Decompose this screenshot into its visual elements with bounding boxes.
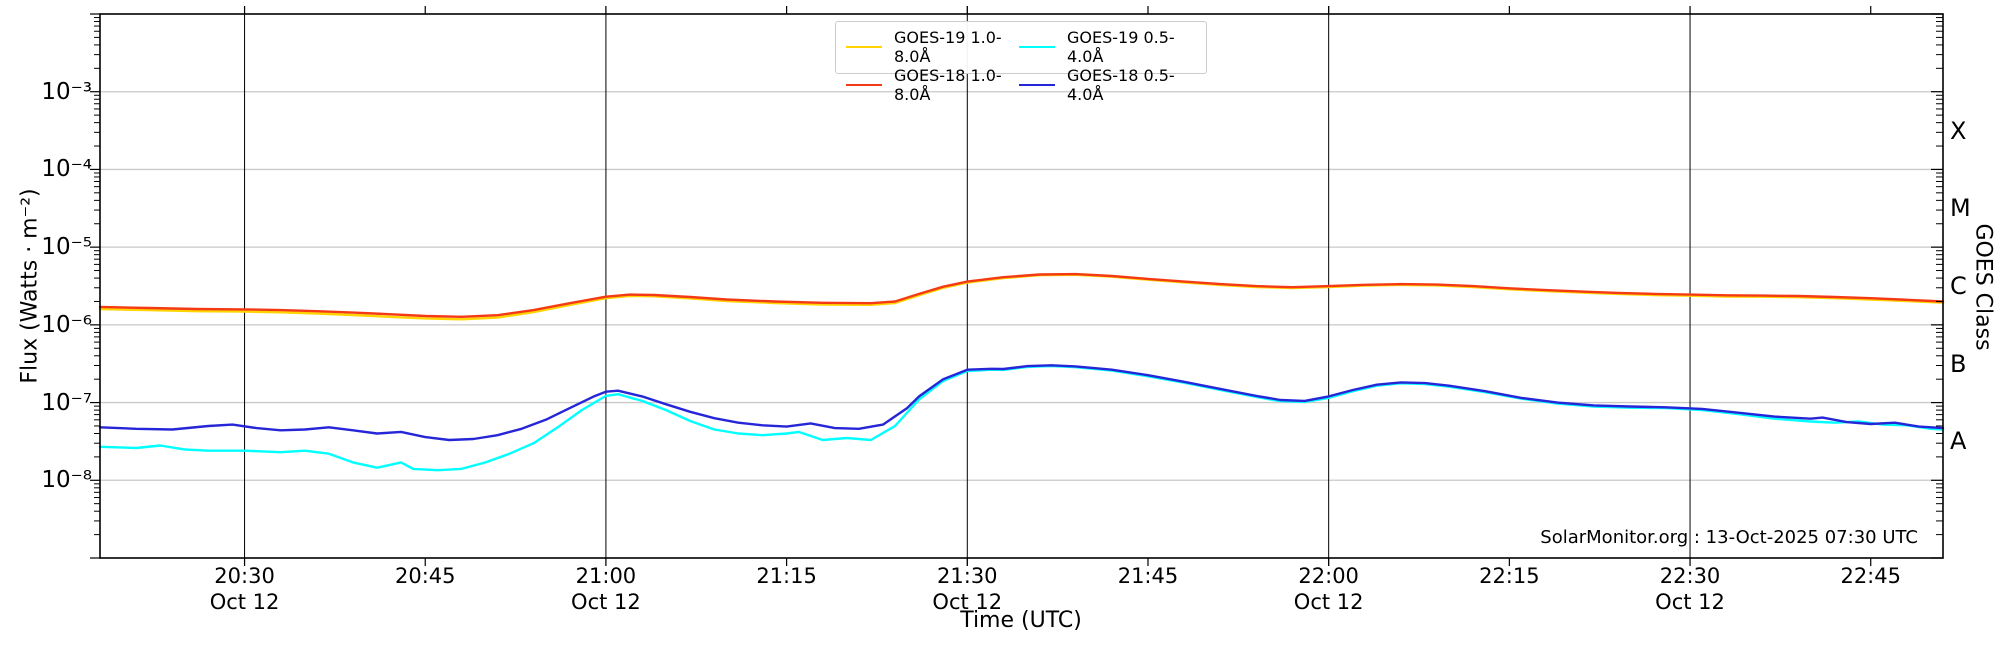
plot-frame — [99, 13, 1944, 559]
legend-entry: GOES-19 0.5-4.0Å — [1019, 28, 1192, 66]
legend-label: GOES-18 1.0-8.0Å — [894, 66, 1002, 104]
y-tick-label: 10⁻⁴ — [41, 156, 92, 183]
goes-class-letter: M — [1950, 194, 1971, 223]
legend-line-swatch — [1019, 46, 1055, 48]
y-tick-label: 10⁻⁸ — [41, 467, 92, 494]
y-tick-label: 10⁻³ — [41, 78, 92, 105]
solarmonitor-credit: SolarMonitor.org : 13-Oct-2025 07:30 UTC — [1540, 527, 1918, 548]
right-axis-title: GOES Class — [1970, 223, 1996, 351]
x-tick-label: 20:30 — [214, 564, 275, 588]
legend-label: GOES-19 1.0-8.0Å — [894, 28, 1002, 66]
x-tick-label: 22:30 — [1659, 564, 1721, 588]
legend-line-swatch — [846, 46, 882, 48]
goes-class-letter: X — [1950, 116, 1967, 145]
x-tick-label: 21:30 — [937, 564, 998, 588]
series-line-3 — [98, 364, 1945, 442]
x-tick-label: 21:45 — [1117, 564, 1179, 588]
legend-line-swatch — [846, 84, 882, 86]
x-tick-label: 22:00 — [1298, 564, 1359, 588]
legend-label: GOES-18 0.5-4.0Å — [1067, 66, 1175, 104]
y-tick-label: 10⁻⁶ — [41, 311, 92, 338]
legend-entry: GOES-18 1.0-8.0Å — [846, 66, 1019, 104]
x-tick-label: 22:15 — [1479, 564, 1540, 588]
series-line-1 — [98, 272, 1945, 318]
x-tick-date-label: Oct 12 — [209, 590, 280, 614]
x-tick-date-label: Oct 12 — [932, 590, 1003, 614]
series-line-2 — [98, 364, 1945, 472]
goes-class-letter: C — [1950, 272, 1967, 300]
goes-class-letter: A — [1950, 427, 1967, 456]
y-axis-title: Flux (Watts · m⁻²) — [17, 188, 43, 384]
x-tick-label: 21:15 — [756, 564, 817, 588]
x-tick-date-label: Oct 12 — [1655, 590, 1725, 614]
y-tick-label: 10⁻⁵ — [41, 234, 92, 261]
legend-label: GOES-19 0.5-4.0Å — [1067, 28, 1175, 66]
x-tick-label: 20:45 — [394, 564, 456, 588]
x-tick-date-label: Oct 12 — [1293, 590, 1364, 614]
goes-class-letter: B — [1950, 349, 1967, 378]
x-axis-title: Time (UTC) — [960, 608, 1082, 633]
legend: GOES-19 1.0-8.0Å GOES-18 1.0-8.0Å GOES-19 … — [835, 21, 1207, 104]
legend-line-swatch — [1019, 84, 1055, 86]
x-tick-date-label: Oct 12 — [571, 590, 641, 614]
y-tick-label: 10⁻⁷ — [41, 389, 92, 416]
legend-entry: GOES-18 0.5-4.0Å — [1019, 66, 1192, 104]
legend-entry: GOES-19 1.0-8.0Å — [846, 28, 1019, 66]
x-tick-label: 22:45 — [1840, 564, 1901, 588]
x-tick-label: 21:00 — [575, 564, 637, 588]
